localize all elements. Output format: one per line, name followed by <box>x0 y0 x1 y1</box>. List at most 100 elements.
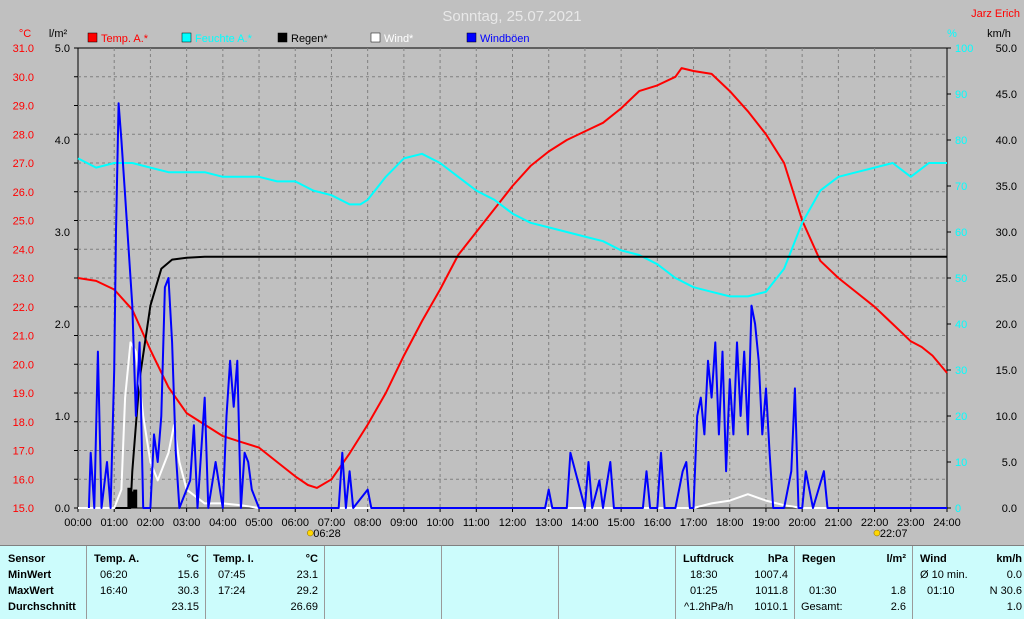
wind-tick-4: 20.0 <box>996 319 1017 331</box>
wind-tick-0: 0.0 <box>1002 503 1017 515</box>
rain-tick-5: 5.0 <box>55 43 70 55</box>
temp-a-avg-value: 23.15 <box>171 601 199 613</box>
pressure-max-time: 01:25 <box>690 585 718 597</box>
humidity-tick-2: 20 <box>955 411 967 423</box>
temp-tick-7: 22.0 <box>13 302 34 314</box>
rain-tick-3: 3.0 <box>55 227 70 239</box>
x-tick-label-0: 00:00 <box>64 517 92 529</box>
x-tick-label-12: 12:00 <box>499 517 527 529</box>
series-1 <box>77 152 947 298</box>
wind-max-time: 01:10 <box>927 585 955 597</box>
empty-column-3 <box>559 546 676 619</box>
temp-a-min-value: 15.6 <box>177 569 199 581</box>
series-0 <box>77 67 948 489</box>
rain-bar-2 <box>133 489 138 508</box>
wind-max-value: N 30.6 <box>989 585 1022 597</box>
legend-label-0: Temp. A.* <box>101 33 149 45</box>
wind-avg-label: Ø 10 min. <box>920 569 968 581</box>
legend-label-2: Regen* <box>291 33 328 45</box>
pressure-max-value: 1011.8 <box>755 585 788 597</box>
legend-label-3: Wind* <box>384 33 414 45</box>
x-tick-label-20: 20:00 <box>788 517 816 529</box>
x-tick-label-6: 06:00 <box>281 517 309 529</box>
temp-unit-label: °C <box>19 28 31 40</box>
humidity-tick-1: 10 <box>955 457 967 469</box>
temp-tick-3: 18.0 <box>13 417 34 429</box>
humidity-tick-5: 50 <box>955 273 967 285</box>
humidity-tick-9: 90 <box>955 89 967 101</box>
temp-i-max-value: 29.2 <box>296 585 318 597</box>
x-tick-label-3: 03:00 <box>173 517 201 529</box>
x-tick-label-21: 21:00 <box>825 517 853 529</box>
humidity-tick-7: 70 <box>955 181 967 193</box>
x-tick-label-15: 15:00 <box>607 517 635 529</box>
temp-tick-1: 16.0 <box>13 474 34 486</box>
rain-total-label: Gesamt: <box>801 601 843 613</box>
temp-i-unit: °C <box>305 553 318 565</box>
rain-column: Regen l/m² 01:30 1.8 Gesamt: 2.6 <box>795 546 913 619</box>
temp-tick-0: 15.0 <box>13 503 34 515</box>
wind-tick-7: 35.0 <box>996 181 1017 193</box>
x-tick-label-1: 01:00 <box>100 517 128 529</box>
stats-table: Sensor MinWert MaxWert Durchschnitt Temp… <box>0 545 1024 619</box>
rain-tick-2: 2.0 <box>55 319 70 331</box>
rain-max-time: 01:30 <box>809 585 837 597</box>
rain-unit: l/m² <box>886 553 906 565</box>
x-tick-label-17: 17:00 <box>680 517 708 529</box>
temp-i-header: Temp. I. <box>213 553 254 565</box>
legend-swatch-2 <box>277 32 288 43</box>
sensor-column: Sensor MinWert MaxWert Durchschnitt <box>0 546 87 619</box>
row-label-avg: Durchschnitt <box>8 601 76 613</box>
wind-unit: km/h <box>996 553 1022 565</box>
x-tick-label-4: 04:00 <box>209 517 237 529</box>
temp-tick-13: 28.0 <box>13 129 34 141</box>
x-tick-label-23: 23:00 <box>897 517 925 529</box>
rain-max-value: 1.8 <box>890 585 906 597</box>
humidity-tick-10: 100 <box>955 43 973 55</box>
rain-bar-0 <box>127 487 132 508</box>
x-tick-label-2: 02:00 <box>137 517 165 529</box>
temp-a-max-value: 30.3 <box>177 585 199 597</box>
rain-tick-0: 0.0 <box>55 503 70 515</box>
wind-tick-8: 40.0 <box>996 135 1017 147</box>
x-tick-label-14: 14:00 <box>571 517 599 529</box>
temp-i-max-time: 17:24 <box>218 585 246 597</box>
humidity-tick-0: 0 <box>955 503 961 515</box>
legend-swatch-3 <box>370 32 381 43</box>
wind-avg10-value: 0.0 <box>1006 569 1022 581</box>
temp-i-column: Temp. I. °C 07:45 23.1 17:24 29.2 26.69 <box>206 546 325 619</box>
wind-tick-2: 10.0 <box>996 411 1017 423</box>
legend-swatch-1 <box>181 32 192 43</box>
pressure-avg-value: 1010.1 <box>754 601 788 613</box>
temp-i-avg-value: 26.69 <box>290 601 318 613</box>
humidity-tick-3: 30 <box>955 365 967 377</box>
wind-day-avg-value: 1.0 <box>1006 601 1022 613</box>
empty-column-2 <box>442 546 559 619</box>
rain-tick-1: 1.0 <box>55 411 70 423</box>
temp-tick-9: 24.0 <box>13 244 34 256</box>
x-tick-label-24: 24:00 <box>933 517 961 529</box>
chart-author: Jarz Erich <box>971 8 1020 20</box>
pressure-header: Luftdruck <box>683 553 734 565</box>
series-4 <box>87 102 947 509</box>
temp-tick-8: 23.0 <box>13 273 34 285</box>
wind-tick-6: 30.0 <box>996 227 1017 239</box>
x-tick-label-8: 08:00 <box>354 517 382 529</box>
legend-label-1: Feuchte A.* <box>195 33 253 45</box>
sun-marker-label-0: 06:28 <box>313 528 341 540</box>
temp-a-max-time: 16:40 <box>100 585 128 597</box>
wind-tick-3: 15.0 <box>996 365 1017 377</box>
pressure-unit: hPa <box>767 553 788 565</box>
temp-tick-14: 29.0 <box>13 101 34 113</box>
series-2 <box>78 255 947 509</box>
wind-column: Wind km/h Ø 10 min. 0.0 01:10 N 30.6 1.0 <box>913 546 1024 619</box>
temp-tick-16: 31.0 <box>13 43 34 55</box>
temp-i-min-time: 07:45 <box>218 569 246 581</box>
temp-a-unit: °C <box>186 553 199 565</box>
x-tick-label-19: 19:00 <box>752 517 780 529</box>
temp-tick-12: 27.0 <box>13 158 34 170</box>
temp-tick-2: 17.0 <box>13 446 34 458</box>
wind-tick-5: 25.0 <box>996 273 1017 285</box>
wind-tick-9: 45.0 <box>996 89 1017 101</box>
sun-marker-icon-0 <box>307 529 314 537</box>
